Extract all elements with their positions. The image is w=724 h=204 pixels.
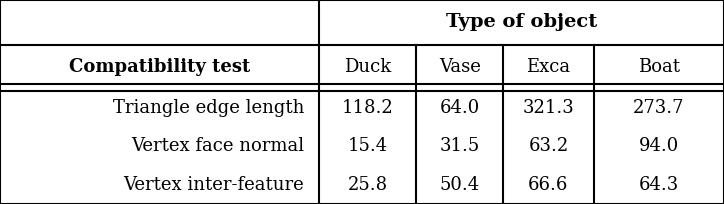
Text: Vase: Vase <box>439 58 481 76</box>
Text: 50.4: 50.4 <box>439 176 480 194</box>
Text: 31.5: 31.5 <box>439 137 480 155</box>
Text: Vertex face normal: Vertex face normal <box>131 137 304 155</box>
Text: Type of object: Type of object <box>446 13 597 31</box>
Text: Duck: Duck <box>344 58 391 76</box>
Text: 273.7: 273.7 <box>633 99 685 117</box>
Text: Vertex inter-feature: Vertex inter-feature <box>123 176 304 194</box>
Text: 63.2: 63.2 <box>529 137 568 155</box>
Text: 64.0: 64.0 <box>439 99 480 117</box>
Text: 94.0: 94.0 <box>639 137 679 155</box>
Text: Compatibility test: Compatibility test <box>69 58 250 76</box>
Text: Exca: Exca <box>526 58 571 76</box>
Text: 321.3: 321.3 <box>523 99 574 117</box>
Text: 64.3: 64.3 <box>639 176 679 194</box>
Text: 25.8: 25.8 <box>348 176 387 194</box>
Text: Boat: Boat <box>638 58 680 76</box>
Text: 15.4: 15.4 <box>348 137 387 155</box>
Text: 118.2: 118.2 <box>342 99 393 117</box>
Text: Triangle edge length: Triangle edge length <box>113 99 304 117</box>
Text: 66.6: 66.6 <box>529 176 568 194</box>
